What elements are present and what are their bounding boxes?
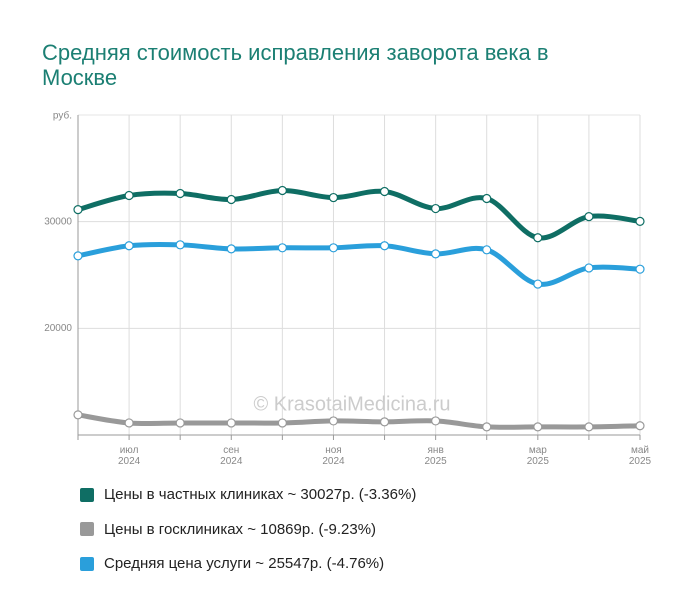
point [73,251,83,261]
point [328,192,339,203]
x-tick-label: янв 2025 [424,445,447,467]
point [431,249,441,259]
x-tick-label: сен 2024 [220,445,243,467]
legend-label: Цены в госклиниках ~ 10869р. (-9.23%) [104,520,377,538]
point [635,216,645,226]
x-tick-label: мар 2025 [526,445,549,467]
legend-label: Цены в частных клиниках ~ 30027р. (-3.36… [104,486,417,503]
point [635,264,645,274]
y-tick-label: 20000 [44,323,72,334]
legend-label: Средняя цена услуги ~ 25547р. (-4.76%) [104,555,385,572]
legend-swatch [80,522,94,536]
point [431,203,441,214]
legend-swatch [80,487,94,502]
series-line [75,188,643,241]
point [175,240,185,250]
point [431,416,441,426]
point [328,416,339,426]
chart-title: Средняя стоимость исправления заворота в… [42,40,549,90]
x-tick-label: ноя 2024 [322,445,345,467]
point [277,418,287,428]
legend-item: Цены в частных клиниках ~ 30027р. (-3.36… [80,486,416,503]
point [73,205,83,215]
point [73,410,83,420]
grid: 20000 30000 [44,114,641,440]
point [533,233,543,243]
y-axis-label: руб. [53,110,72,122]
point [533,279,543,289]
point [124,241,134,251]
watermark: © KrasotaiMedicina.ru [253,393,450,415]
point [175,188,185,199]
point [226,194,236,205]
point [584,263,594,273]
point [584,422,594,432]
x-tick-label: май 2025 [628,445,652,467]
series-line [75,412,643,430]
legend-item: Цены в госклиниках ~ 10869р. (-9.23%) [80,521,376,538]
legend-swatch [80,556,94,571]
point [635,421,645,431]
x-tick-label: июл 2024 [117,445,141,467]
point [379,417,390,427]
point [482,193,492,204]
point [379,241,390,251]
point [482,422,492,432]
point [226,418,236,428]
point [277,185,287,196]
point [226,244,236,254]
point [533,422,543,432]
point [124,190,134,201]
point [124,418,134,428]
point [175,418,185,428]
y-tick-label: 30000 [44,216,72,227]
point [584,212,594,222]
point [379,186,390,197]
point [328,243,339,253]
legend-item: Средняя цена услуги ~ 25547р. (-4.76%) [80,555,384,572]
series-line [75,241,643,287]
point [277,243,287,253]
point [482,245,492,255]
